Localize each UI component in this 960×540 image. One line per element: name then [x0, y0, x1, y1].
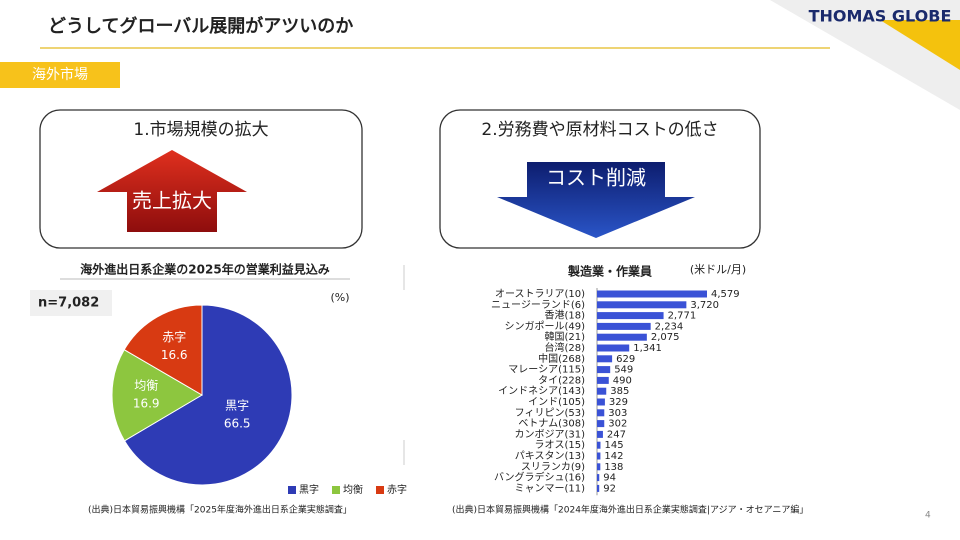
- slice-category: 黒字: [225, 398, 249, 413]
- box: [439, 109, 761, 249]
- value-label: 2,234: [655, 321, 684, 332]
- category-label: ラオス(15): [534, 439, 585, 451]
- slice-value: 66.5: [224, 417, 251, 431]
- bar: [597, 420, 605, 428]
- pie-slice: [111, 348, 203, 442]
- page-number: 4: [925, 511, 931, 521]
- category-label: ニュージーランド(6): [491, 299, 585, 311]
- bar: [597, 430, 603, 438]
- value-label: 303: [608, 408, 627, 419]
- chart-title: 製造業・作業員: [567, 264, 652, 279]
- bar: [597, 322, 651, 330]
- bar: [597, 398, 605, 406]
- unit: (%): [330, 291, 349, 304]
- source: (出典)日本貿易振興機構「2024年度海外進出日系企業実態調査|アジア・オセアニ…: [452, 504, 808, 516]
- bar: [597, 344, 630, 352]
- down-arrow: [497, 162, 695, 238]
- bar: [597, 474, 600, 482]
- slice-value: 16.6: [161, 348, 188, 362]
- value-label: 329: [609, 397, 628, 408]
- deco: [880, 20, 960, 70]
- category-label: スリランカ(9): [521, 461, 585, 473]
- category-label: ミャンマー(11): [514, 483, 585, 494]
- value-label: 247: [607, 429, 626, 440]
- category-label: タイ(228): [538, 374, 585, 386]
- category-label: インド(105): [528, 397, 585, 408]
- value-label: 549: [614, 365, 633, 376]
- value-label: 2,075: [651, 332, 680, 343]
- value-label: 92: [603, 483, 616, 494]
- category-label: マレーシア(115): [508, 365, 585, 376]
- section-tag: [0, 62, 120, 88]
- legend-label: 黒字: [299, 483, 319, 496]
- source: (出典)日本貿易振興機構「2025年度海外進出日系企業実態調査」: [88, 504, 352, 516]
- legend-swatch: [288, 486, 296, 494]
- bar: [597, 333, 647, 341]
- up-arrow: [97, 150, 247, 232]
- category-label: カンボジア(31): [514, 428, 585, 440]
- slice-value: 16.9: [133, 397, 160, 411]
- bar: [597, 355, 613, 363]
- legend-swatch: [376, 486, 384, 494]
- value-label: 385: [610, 386, 629, 397]
- category-label: ベトナム(308): [518, 418, 585, 430]
- bar: [597, 301, 687, 309]
- category-label: 台湾(28): [544, 341, 585, 354]
- category-label: オーストラリア(10): [495, 288, 585, 300]
- chart-title: 海外進出日系企業の2025年の営業利益見込み: [80, 262, 329, 277]
- value-label: 302: [608, 419, 627, 430]
- category-label: フィリピン(53): [515, 407, 585, 419]
- annotation: n=7,082: [38, 296, 99, 311]
- pie-slice: [123, 304, 203, 396]
- value-label: 629: [616, 354, 635, 365]
- title: どうしてグローバル展開がアツいのか: [48, 15, 353, 37]
- value-label: 1,341: [633, 343, 662, 354]
- value-label: 142: [604, 451, 623, 462]
- arrow-label: 売上拡大: [132, 189, 212, 213]
- box: [39, 109, 363, 249]
- bar: [597, 290, 707, 298]
- value-label: 138: [604, 462, 623, 473]
- category-label: 香港(18): [544, 310, 585, 322]
- bar: [597, 312, 664, 320]
- bar: [597, 452, 601, 460]
- box-title: 2.労務費や原材料コストの低さ: [481, 120, 718, 140]
- category-label: インドネシア(143): [498, 385, 585, 397]
- pie-slice: [123, 304, 293, 486]
- slice-category: 均衡: [134, 379, 158, 393]
- category-label: 韓国(21): [544, 331, 585, 343]
- arrow-label: コスト削減: [546, 166, 646, 190]
- value-label: 94: [603, 473, 616, 484]
- slice-category: 赤字: [162, 329, 186, 344]
- annotation-box: [30, 290, 112, 316]
- box-title: 1.市場規模の拡大: [133, 120, 268, 140]
- bar: [597, 484, 600, 492]
- category-label: バングラデシュ(16): [494, 471, 585, 484]
- value-label: 4,579: [711, 289, 740, 300]
- legend-swatch: [332, 486, 340, 494]
- category-label: 中国(268): [538, 352, 585, 365]
- unit: (米ドル/月): [690, 263, 746, 276]
- section-label: 海外市場: [32, 66, 88, 83]
- bar: [597, 441, 601, 449]
- bar: [597, 409, 605, 417]
- value-label: 3,720: [690, 300, 719, 311]
- value-label: 490: [613, 375, 632, 386]
- legend-label: 均衡: [343, 484, 363, 496]
- bar: [597, 463, 601, 471]
- value-label: 2,771: [668, 311, 697, 322]
- bar: [597, 366, 611, 374]
- logo: THOMAS GLOBE: [809, 7, 952, 26]
- bar: [597, 376, 609, 384]
- category-label: シンガポール(49): [504, 320, 585, 332]
- legend-label: 赤字: [387, 483, 407, 496]
- value-label: 145: [604, 440, 623, 451]
- bar: [597, 387, 607, 395]
- category-label: パキスタン(13): [515, 450, 585, 462]
